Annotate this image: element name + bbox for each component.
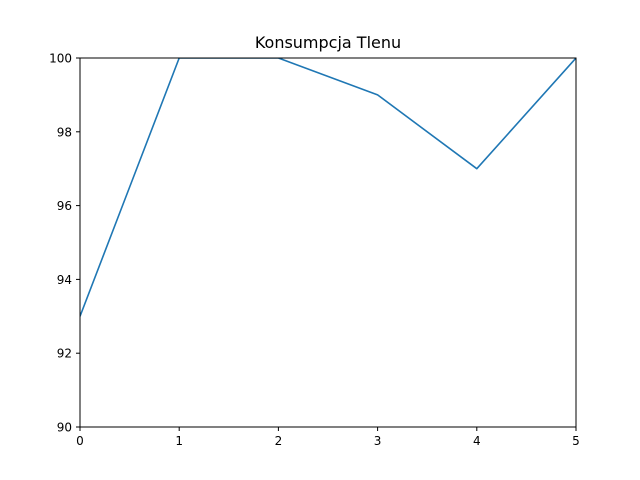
axes-frame xyxy=(79,57,577,428)
x-tick-label: 4 xyxy=(473,434,481,448)
y-tick-label: 90 xyxy=(57,421,72,435)
y-tick-label: 92 xyxy=(57,347,72,361)
x-tick-label: 5 xyxy=(572,434,580,448)
x-tick-label: 1 xyxy=(175,434,183,448)
x-tick-label: 3 xyxy=(374,434,382,448)
x-tick-label: 2 xyxy=(275,434,283,448)
plot-area xyxy=(80,58,576,317)
y-axis: 90 92 94 96 98 100 xyxy=(49,52,80,435)
x-axis: 0 1 2 3 4 5 xyxy=(76,427,580,448)
y-tick-label: 98 xyxy=(57,125,72,139)
series-line xyxy=(80,58,576,317)
y-tick-label: 94 xyxy=(57,273,72,287)
y-tick-label: 96 xyxy=(57,199,72,213)
chart-title: Konsumpcja Tlenu xyxy=(255,33,401,52)
y-tick-label: 100 xyxy=(49,52,72,66)
axes: 0 1 2 3 4 5 90 92 94 96 98 100 xyxy=(49,52,580,449)
x-tick-label: 0 xyxy=(76,434,84,448)
